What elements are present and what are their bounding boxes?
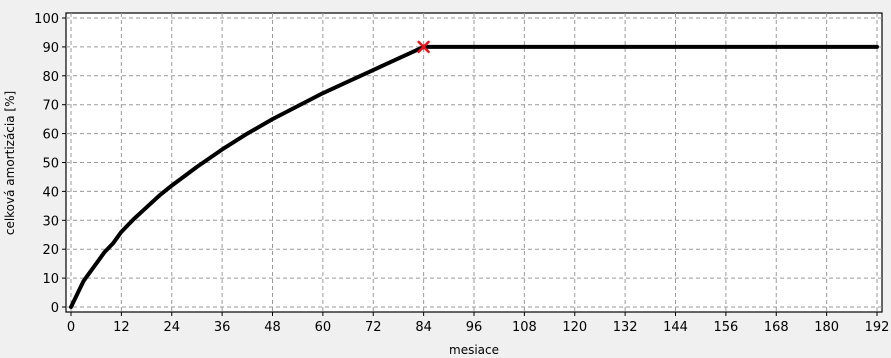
x-tick-label: 48 — [264, 320, 281, 335]
y-tick-label: 50 — [42, 157, 59, 172]
y-tick-label: 90 — [42, 41, 59, 56]
x-tick-label: 72 — [365, 320, 382, 335]
x-tick-label: 144 — [663, 320, 688, 335]
x-tick-label: 180 — [814, 320, 839, 335]
tick-marks — [62, 17, 878, 316]
x-tick-label: 24 — [163, 320, 180, 335]
y-tick-label: 10 — [42, 272, 59, 287]
y-tick-labels: 0 10 20 30 40 50 60 70 80 90 100 — [34, 12, 59, 316]
x-marker-stroke — [417, 40, 430, 54]
y-tick-label: 20 — [42, 243, 59, 258]
x-tick-label: 60 — [315, 320, 332, 335]
x-tick-label: 120 — [562, 320, 587, 335]
series-group — [69, 44, 879, 309]
x-tick-label: 108 — [512, 320, 537, 335]
x-axis-title: mesiace — [449, 343, 499, 357]
x-tick-labels: 0 12 24 36 48 60 72 84 96 108 120 132 144 156 168 180 19… — [67, 320, 890, 335]
y-tick-label: 40 — [42, 185, 59, 200]
y-axis-title: celková amortizácia [%] — [3, 91, 17, 235]
x-marker — [417, 40, 430, 54]
y-tick-label: 30 — [42, 214, 59, 229]
y-tick-label: 80 — [42, 70, 59, 85]
y-tick-label: 0 — [51, 301, 59, 316]
x-tick-label: 132 — [613, 320, 638, 335]
x-tick-label: 36 — [214, 320, 231, 335]
x-tick-label: 12 — [113, 320, 130, 335]
y-tick-label: 70 — [42, 99, 59, 114]
x-tick-label: 192 — [865, 320, 890, 335]
x-tick-label: 96 — [466, 320, 483, 335]
grid-lines — [66, 13, 882, 312]
x-tick-label: 84 — [415, 320, 432, 335]
x-tick-label: 156 — [713, 320, 738, 335]
marker-group — [417, 40, 430, 54]
x-tick-label: 168 — [764, 320, 789, 335]
x-tick-label: 0 — [67, 320, 75, 335]
series-line — [69, 44, 879, 309]
y-tick-label: 100 — [34, 12, 59, 27]
y-tick-label: 60 — [42, 128, 59, 143]
